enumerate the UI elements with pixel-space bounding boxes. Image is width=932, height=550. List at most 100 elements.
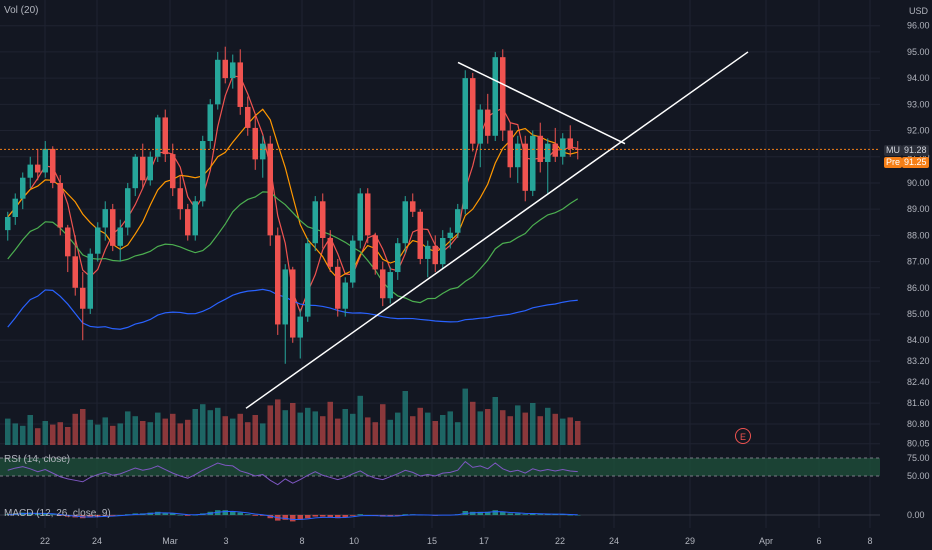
- macd-histogram-bar: [507, 513, 513, 515]
- candle-body: [267, 143, 273, 236]
- time-axis-label: Apr: [759, 536, 773, 546]
- candle-body: [252, 127, 258, 160]
- macd-histogram-bar: [230, 511, 236, 515]
- trendlines[interactable]: [245, 51, 749, 409]
- volume-bar: [132, 416, 138, 445]
- volume-bar: [117, 423, 123, 445]
- time-axis-label: 8: [867, 536, 872, 546]
- volume-bar: [42, 421, 48, 445]
- volume-bar: [425, 412, 431, 445]
- price-axis-label: 91.00: [907, 152, 930, 162]
- volume-bar: [5, 418, 11, 445]
- macd-histogram-bar: [320, 515, 326, 517]
- candle-body: [417, 211, 423, 259]
- pre-market-price-badge: 91.25: [902, 157, 929, 168]
- macd-histogram-bar: [260, 515, 266, 516]
- volume-bar: [290, 403, 296, 445]
- volume-bar: [477, 411, 483, 445]
- symbol-badge: MU: [884, 145, 902, 156]
- macd-histogram-bar: [477, 511, 483, 515]
- earnings-icon[interactable]: E: [735, 428, 751, 444]
- price-axis-label: 95.00: [907, 47, 930, 57]
- volume-bar: [215, 407, 221, 445]
- macd-histogram-bar: [305, 515, 311, 519]
- volume-bar: [275, 399, 281, 445]
- time-axis-label: 3: [223, 536, 228, 546]
- candle-body: [515, 143, 521, 168]
- volume-bar: [380, 404, 386, 445]
- time-axis-label: 22: [40, 536, 50, 546]
- time-axis-label: Mar: [162, 536, 178, 546]
- candle-body: [372, 235, 378, 270]
- volume-bar: [185, 419, 191, 445]
- volume-bar: [485, 409, 491, 445]
- macd-histogram-bar: [492, 510, 498, 515]
- price-axis[interactable]: 96.00 95.00 94.00 93.00 92.00 91.00 90.00 89.00…: [907, 21, 930, 520]
- volume-bar: [110, 425, 116, 445]
- time-axis-label: 24: [609, 536, 619, 546]
- candle-body: [27, 164, 33, 178]
- volume-bar: [72, 413, 78, 445]
- volume-bar: [365, 417, 371, 445]
- candle-body: [387, 272, 393, 299]
- volume-bars: [5, 388, 581, 445]
- volume-bar: [65, 427, 71, 445]
- candle-body: [245, 106, 251, 128]
- candle-body: [80, 287, 86, 309]
- candle-body: [492, 57, 498, 136]
- price-axis-label: 83.20: [907, 356, 930, 366]
- candle-body: [447, 232, 453, 238]
- candle-body: [177, 188, 183, 210]
- volume-bar: [372, 422, 378, 445]
- volume-bar: [222, 416, 228, 445]
- time-axis-label: 8: [299, 536, 304, 546]
- volume-bar: [462, 388, 468, 445]
- candle-body: [522, 143, 528, 191]
- volume-bar: [432, 421, 438, 445]
- macd-histogram-bar: [290, 515, 296, 522]
- candle-body: [537, 135, 543, 162]
- volume-bar: [417, 407, 423, 445]
- candle-body: [365, 193, 371, 236]
- macd-histogram-bar: [162, 512, 168, 515]
- candle-body: [395, 243, 401, 273]
- candle-body: [155, 117, 161, 157]
- candle-body: [402, 201, 408, 244]
- candle-body: [455, 209, 461, 233]
- macd-histogram-bar: [57, 515, 63, 516]
- volume-bar: [560, 418, 566, 445]
- macd-histogram-bar: [125, 514, 131, 515]
- candle-body: [327, 237, 333, 267]
- volume-bar: [95, 424, 101, 445]
- candle-body: [560, 138, 566, 157]
- candle-body: [237, 62, 243, 107]
- volume-bar: [312, 411, 318, 445]
- candle-body: [57, 182, 63, 228]
- price-axis-label: 80.80: [907, 419, 930, 429]
- candle-body: [110, 209, 116, 246]
- candle-body: [567, 138, 573, 149]
- price-axis-label: 82.40: [907, 377, 930, 387]
- volume-bar: [387, 419, 393, 445]
- macd-histogram-bar: [297, 515, 303, 520]
- price-axis-label: 84.00: [907, 335, 930, 345]
- volume-bar: [410, 416, 416, 445]
- candlesticks: [5, 46, 581, 364]
- volume-bar: [207, 410, 213, 445]
- candle-body: [552, 143, 558, 157]
- last-price-badge: 91.28: [902, 145, 929, 156]
- candle-body: [305, 243, 311, 317]
- candle-body: [380, 269, 386, 299]
- volume-bar: [440, 415, 446, 445]
- time-axis[interactable]: 22 24 Mar 3 8 10 15 17 22 24 29 Apr 6 8: [40, 536, 873, 546]
- candle-body: [462, 78, 468, 210]
- rsi-pane-label[interactable]: RSI (14, close): [4, 454, 71, 465]
- time-axis-label: 29: [685, 536, 695, 546]
- macd-pane-label[interactable]: MACD (12, 26, close, 9): [4, 508, 111, 519]
- volume-pane-label[interactable]: Vol (20): [4, 5, 39, 16]
- volume-bar: [147, 422, 153, 445]
- macd-histogram-bar: [350, 515, 356, 516]
- macd-histogram-bar: [545, 514, 551, 515]
- macd-histogram-bar: [530, 513, 536, 515]
